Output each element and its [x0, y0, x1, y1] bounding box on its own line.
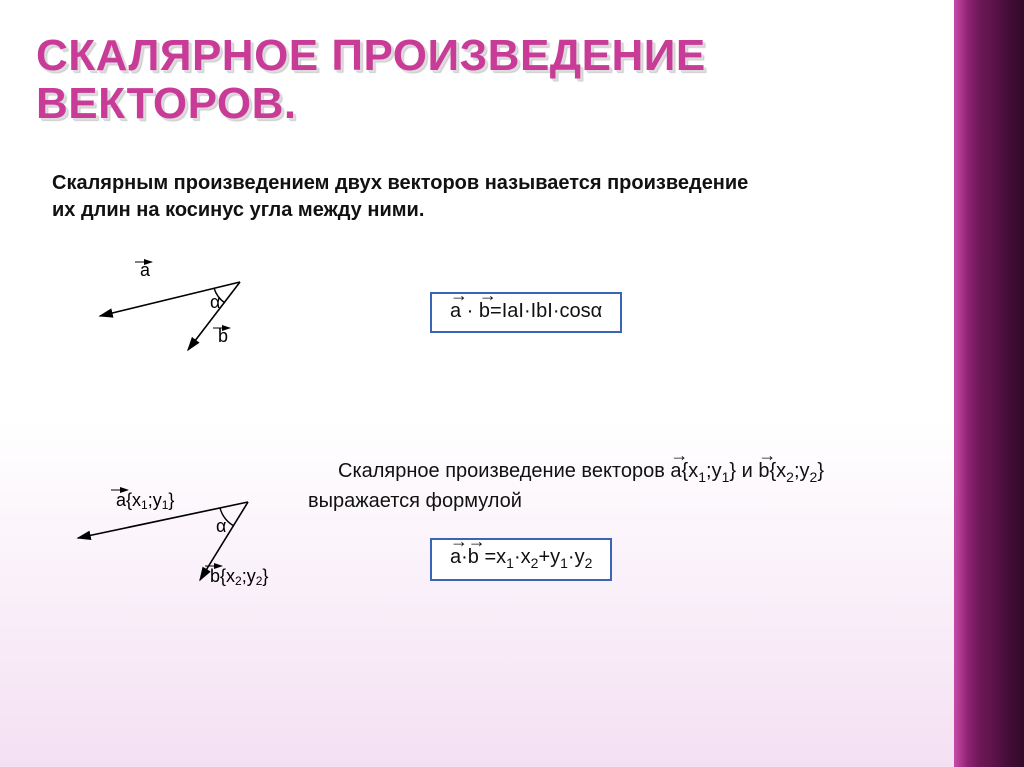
diagram2-label-a: a{x1;y1} [116, 490, 174, 512]
formula-box-magnitude-cos: a · b=ΙaΙ·ΙbΙ·cosα [430, 292, 622, 333]
slide-title: СКАЛЯРНОЕ ПРОИЗВЕДЕНИЕ ВЕКТОРОВ. [36, 32, 706, 129]
midtext-1: Скалярное произведение векторов a{x1;y1}… [338, 460, 824, 482]
angle-diagram-1: a α b [80, 250, 320, 390]
slide: СКАЛЯРНОЕ ПРОИЗВЕДЕНИЕ ВЕКТОРОВ. Скалярн… [0, 0, 1024, 767]
coordinate-form-intro-line2: выражается формулой [308, 490, 522, 513]
diagram2-label-b: b{x2;y2} [210, 566, 268, 588]
definition-paragraph: Скалярным произведением двух векторов на… [52, 170, 912, 224]
definition-line-2: их длин на косинус угла между ними. [52, 199, 424, 221]
formula-box-coordinate: a·b =x1·x2+y1·y2 [430, 538, 612, 581]
diagram1-label-alpha: α [210, 292, 220, 312]
formula-2: a·b =x1·x2+y1·y2 [450, 546, 592, 568]
formula-1: a · b=ΙaΙ·ΙbΙ·cosα [450, 300, 602, 322]
coordinate-form-intro-line1: Скалярное произведение векторов a{x1;y1}… [338, 460, 824, 485]
angle-diagram-2: a{x1;y1} α b{x2;y2} [48, 480, 338, 630]
title-line-2: ВЕКТОРОВ. [36, 79, 297, 128]
right-decorative-band [954, 0, 1024, 767]
title-line-1: СКАЛЯРНОЕ ПРОИЗВЕДЕНИЕ [36, 31, 706, 80]
definition-line-1: Скалярным произведением двух векторов на… [52, 172, 748, 194]
diagram2-label-alpha: α [216, 516, 226, 536]
diagram1-label-b: b [218, 326, 228, 346]
diagram1-label-a: a [140, 260, 151, 280]
